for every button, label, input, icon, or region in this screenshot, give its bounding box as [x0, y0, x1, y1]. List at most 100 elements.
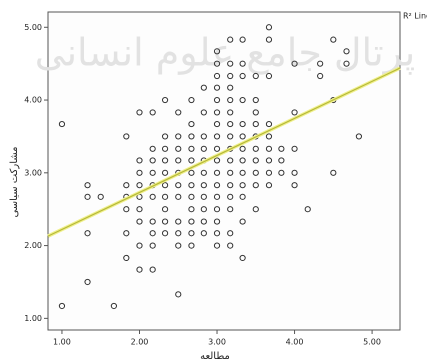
point [213, 230, 221, 237]
point [213, 218, 221, 225]
point [239, 169, 246, 176]
point [213, 206, 221, 213]
point [200, 193, 207, 200]
y-axis-label: مشارکت سیاسی [9, 146, 20, 217]
point [278, 145, 285, 152]
point [213, 120, 221, 128]
point [136, 206, 143, 213]
point [227, 109, 234, 116]
point [161, 193, 169, 200]
point [200, 230, 207, 237]
point [252, 72, 259, 80]
point [227, 60, 234, 67]
point [149, 157, 156, 164]
point [227, 242, 234, 249]
point [123, 133, 130, 140]
y-tick-label: 2.00 [24, 241, 42, 250]
fit-line [47, 67, 401, 237]
point [175, 133, 182, 140]
point [188, 230, 195, 237]
point [188, 242, 195, 249]
point [188, 182, 195, 189]
point [110, 302, 118, 310]
point [123, 206, 130, 213]
point [136, 109, 143, 116]
point [265, 169, 273, 176]
point [252, 182, 259, 189]
point [213, 242, 221, 249]
point [265, 24, 273, 31]
point [343, 48, 350, 55]
point [97, 193, 104, 200]
point [213, 109, 221, 116]
point [355, 133, 363, 140]
point [239, 182, 246, 189]
point [161, 218, 169, 225]
point [213, 96, 221, 104]
point [188, 157, 195, 164]
point [200, 84, 207, 91]
point [291, 182, 298, 189]
point [188, 218, 195, 225]
point [136, 182, 143, 189]
x-tick-label: 4.00 [286, 338, 304, 347]
point [227, 96, 234, 104]
point [175, 242, 182, 249]
point [227, 206, 234, 213]
point [188, 193, 195, 200]
watermark: پرتال جامع علوم انسانی [35, 31, 415, 76]
point [136, 157, 143, 164]
point [227, 230, 234, 237]
x-tick-label: 3.00 [208, 338, 226, 347]
point [291, 109, 298, 116]
point [330, 36, 337, 43]
point [227, 182, 234, 189]
point [149, 193, 156, 200]
point [136, 218, 143, 225]
point [239, 36, 246, 43]
point [252, 109, 259, 116]
point [161, 133, 169, 140]
point [239, 72, 246, 80]
point [213, 84, 221, 91]
point [252, 157, 259, 164]
point [161, 206, 169, 213]
point [200, 133, 207, 140]
point [84, 278, 91, 286]
point [149, 242, 156, 249]
point [84, 182, 91, 189]
point [265, 157, 273, 164]
point [123, 230, 130, 237]
plot-area [47, 11, 401, 331]
point [239, 96, 246, 104]
point [304, 206, 311, 213]
point [175, 193, 182, 200]
point [200, 206, 207, 213]
point [161, 169, 169, 176]
point [175, 218, 182, 225]
point [161, 145, 169, 152]
point [175, 157, 182, 164]
point [123, 182, 130, 189]
point [227, 84, 234, 91]
x-tick-label: 2.00 [131, 338, 149, 347]
point [175, 182, 182, 189]
point [149, 230, 156, 237]
point [84, 230, 91, 237]
point [239, 120, 246, 128]
point [317, 60, 324, 67]
point [175, 230, 182, 237]
point [213, 193, 221, 200]
point [227, 193, 234, 200]
point [227, 72, 234, 80]
point [84, 193, 91, 200]
point [213, 145, 221, 152]
point [317, 72, 324, 80]
point [200, 182, 207, 189]
point [213, 133, 221, 140]
point [252, 120, 259, 128]
point [149, 218, 156, 225]
point [239, 157, 246, 164]
point [252, 169, 259, 176]
point [213, 60, 221, 67]
